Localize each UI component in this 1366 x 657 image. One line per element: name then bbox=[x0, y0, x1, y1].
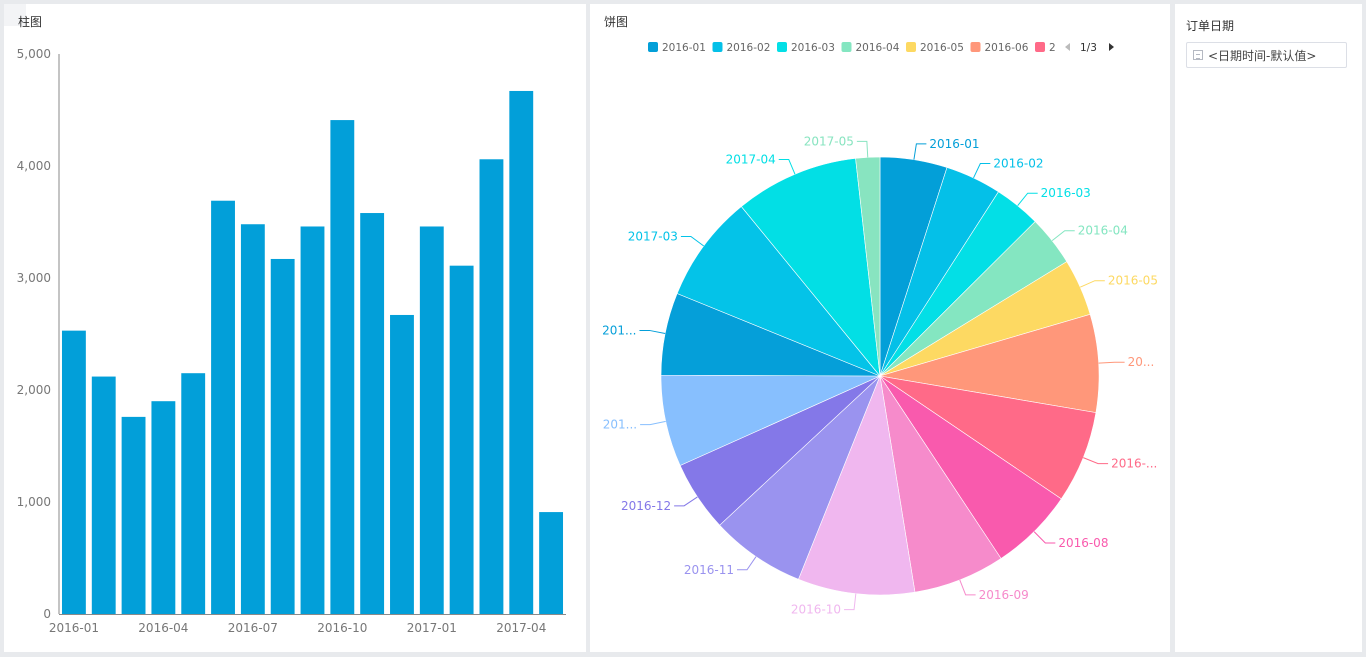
pie-label-line bbox=[973, 162, 991, 179]
pie-label-line bbox=[844, 593, 857, 611]
legend-page-indicator: 1/3 bbox=[1080, 42, 1097, 54]
legend-swatch[interactable] bbox=[906, 42, 916, 52]
y-tick-label: 2,000 bbox=[17, 383, 51, 397]
pie-label-line bbox=[737, 556, 757, 571]
pie-label-line bbox=[639, 329, 666, 335]
pie-slice-label: 2016-11 bbox=[684, 563, 734, 577]
x-tick-label: 2016-01 bbox=[49, 621, 99, 635]
bar-2016-05[interactable] bbox=[181, 373, 206, 614]
y-tick-label: 3,000 bbox=[17, 271, 51, 285]
pie-slice-label: 201... bbox=[603, 418, 637, 432]
legend-next-icon[interactable] bbox=[1109, 43, 1114, 51]
bar-2016-01[interactable] bbox=[61, 330, 86, 614]
pie-slice-label: 201... bbox=[602, 323, 636, 337]
y-tick-label: 0 bbox=[43, 607, 51, 621]
pie-slice-label: 2016-04 bbox=[1078, 224, 1128, 238]
legend-item-label[interactable]: 2016-01 bbox=[662, 42, 706, 54]
pie-slice-2017-03[interactable] bbox=[676, 206, 881, 377]
x-tick-label: 2016-04 bbox=[138, 621, 188, 635]
legend-item-label[interactable]: 2016-06 bbox=[985, 42, 1029, 54]
pie-label-line bbox=[959, 579, 976, 596]
pie-slice-label: 2017-04 bbox=[726, 152, 776, 166]
pie-slice-label: 2016-10 bbox=[791, 603, 841, 617]
legend-swatch[interactable] bbox=[648, 42, 658, 52]
legend-swatch[interactable] bbox=[712, 42, 723, 52]
pie-chart-panel: 饼图 2016-01 2016-02 2016-03 2016-04 2016-05 20… bbox=[590, 4, 1170, 652]
pie-label-line bbox=[1079, 280, 1105, 288]
x-tick-label: 2017-01 bbox=[407, 621, 457, 635]
bar-2017-02[interactable] bbox=[449, 265, 474, 614]
calendar-icon bbox=[1193, 50, 1203, 60]
pie-label-line bbox=[1033, 531, 1056, 544]
y-tick-label: 5,000 bbox=[17, 47, 51, 61]
pie-label-line bbox=[680, 235, 705, 247]
legend-swatch[interactable] bbox=[777, 42, 787, 52]
bar-2016-02[interactable] bbox=[91, 376, 116, 614]
pie-slice-label: 2016-01 bbox=[929, 137, 979, 151]
date-picker-input[interactable]: <日期时间-默认值> bbox=[1186, 42, 1347, 68]
pie-label-line bbox=[674, 496, 698, 507]
filter-panel: 订单日期 <日期时间-默认值> bbox=[1175, 4, 1362, 652]
legend-swatch[interactable] bbox=[1035, 42, 1045, 52]
pie-slice-label: 2017-05 bbox=[804, 134, 854, 148]
pie-label-line bbox=[913, 143, 927, 160]
y-tick-label: 1,000 bbox=[17, 495, 51, 509]
pie-slice-label: 2016-09 bbox=[979, 588, 1029, 602]
bar-2016-04[interactable] bbox=[151, 401, 176, 614]
pie-slice-2017-05[interactable] bbox=[855, 156, 881, 377]
pie-chart: 2016-01 2016-02 2016-03 2016-04 2016-05 2016-… bbox=[602, 42, 1158, 617]
bar-2017-03[interactable] bbox=[479, 159, 504, 614]
pie-label-line bbox=[1051, 230, 1075, 242]
legend-item-label[interactable]: 2016-04 bbox=[856, 42, 900, 54]
legend-prev-icon[interactable] bbox=[1065, 43, 1070, 51]
pie-slice-label: 2016-... bbox=[1111, 457, 1157, 471]
pie-slice-label: 2016-03 bbox=[1041, 186, 1091, 200]
bar-2017-05[interactable] bbox=[539, 512, 564, 614]
legend-item-label[interactable]: 2016-05 bbox=[920, 42, 964, 54]
pie-slice-label: 2016-12 bbox=[621, 499, 671, 513]
bar-2016-06[interactable] bbox=[211, 200, 235, 614]
bar-2016-11[interactable] bbox=[360, 213, 385, 615]
bar-2017-04[interactable] bbox=[509, 90, 534, 614]
date-picker-placeholder: <日期时间-默认值> bbox=[1208, 48, 1317, 63]
order-date-label: 订单日期 bbox=[1186, 19, 1235, 33]
pie-slice-label: 2016-05 bbox=[1108, 274, 1158, 288]
pie-slice-label: 2016-08 bbox=[1058, 536, 1108, 550]
x-tick-label: 2016-10 bbox=[317, 621, 367, 635]
pie-slice-2016-10[interactable] bbox=[798, 374, 916, 596]
pie-chart-title: 饼图 bbox=[604, 15, 629, 29]
pie-label-line bbox=[640, 420, 666, 426]
pie-slice-2016-06[interactable] bbox=[879, 313, 1100, 413]
bar-2017-01[interactable] bbox=[419, 226, 444, 615]
pie-slice-label: 2016-02 bbox=[993, 156, 1043, 170]
pie-slice-2017-04[interactable] bbox=[740, 158, 881, 377]
legend-swatch[interactable] bbox=[970, 42, 981, 52]
pie-label-line bbox=[1083, 457, 1109, 465]
y-tick-label: 4,000 bbox=[17, 159, 51, 173]
legend-swatch[interactable] bbox=[841, 42, 852, 52]
pie-label-line bbox=[1017, 192, 1038, 206]
pie-label-line bbox=[1098, 361, 1125, 364]
pie-slice-label: 2017-03 bbox=[628, 229, 678, 243]
pie-label-line bbox=[778, 158, 796, 175]
x-tick-label: 2017-04 bbox=[496, 621, 546, 635]
bar-chart: 0 1,000 2,000 3,000 4,000 5,000 2016-01 2016-04… bbox=[17, 47, 566, 635]
legend-item-label[interactable]: 2 bbox=[1049, 42, 1056, 54]
pie-label-line bbox=[856, 140, 869, 158]
panel-corner-tab bbox=[4, 4, 26, 26]
legend-item-label[interactable]: 2016-02 bbox=[727, 42, 771, 54]
x-tick-label: 2016-07 bbox=[228, 621, 278, 635]
legend-item-label[interactable]: 2016-03 bbox=[791, 42, 835, 54]
bar-2016-10[interactable] bbox=[330, 120, 355, 614]
bar-2016-07[interactable] bbox=[240, 224, 265, 615]
pie-slice-label: 20... bbox=[1128, 355, 1155, 369]
bar-2016-12[interactable] bbox=[390, 314, 414, 614]
bar-2016-03[interactable] bbox=[121, 416, 146, 614]
bar-2016-09[interactable] bbox=[300, 226, 325, 615]
bar-chart-title: 柱图 bbox=[18, 15, 43, 29]
bar-chart-panel: 柱图 0 1,000 2,000 3,000 4,000 5,000 2016-01 2016… bbox=[4, 4, 586, 652]
bar-2016-08[interactable] bbox=[270, 258, 295, 614]
